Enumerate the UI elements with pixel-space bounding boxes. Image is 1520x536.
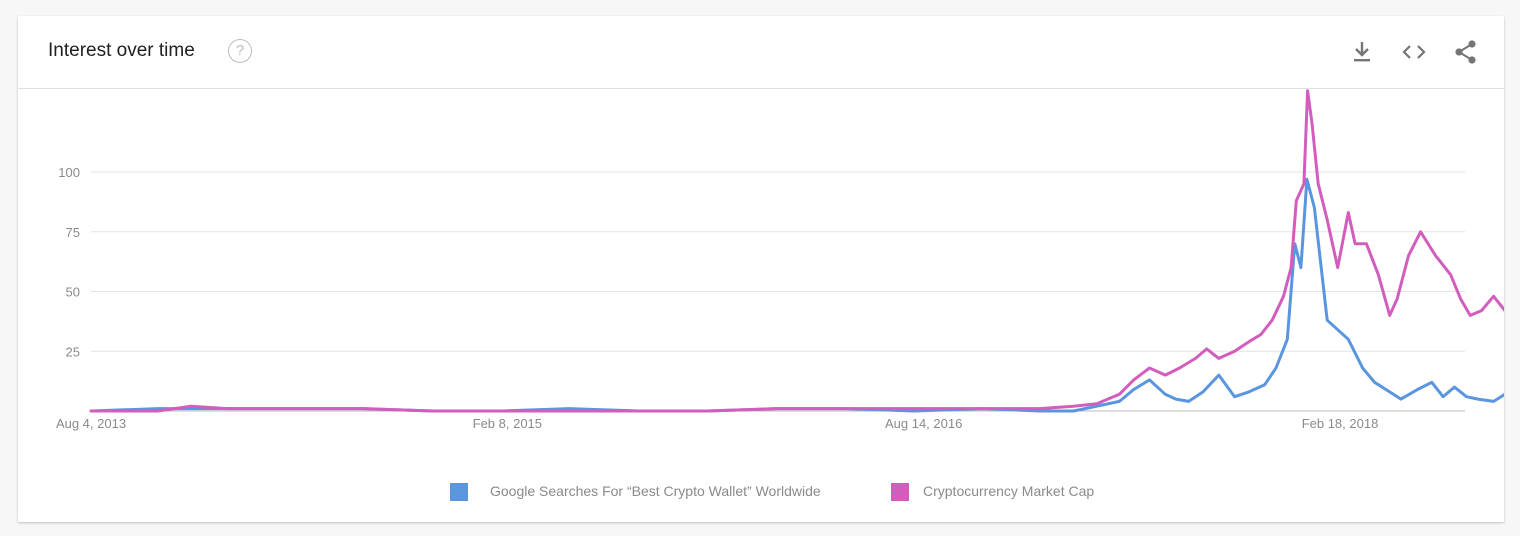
card-header: Interest over time ? — [18, 16, 1504, 89]
chart-legend: Google Searches For “Best Crypto Wallet”… — [18, 482, 1504, 506]
y-tick-label-100: 100 — [58, 165, 80, 180]
legend-item-series-1[interactable]: Google Searches For “Best Crypto Wallet”… — [450, 482, 860, 504]
series-line-1 — [89, 177, 1504, 413]
y-tick-label-50: 50 — [66, 285, 80, 300]
x-tick-label-2: Aug 14, 2016 — [885, 416, 962, 431]
line-chart: 100 75 50 25 Aug 4, 2013 Feb 8, 2015 Aug 14, 2… — [56, 89, 1504, 431]
legend-swatch-series-2 — [891, 483, 909, 501]
y-tick-label-25: 25 — [66, 344, 80, 359]
download-icon[interactable] — [1348, 38, 1376, 66]
share-icon[interactable] — [1452, 38, 1480, 66]
y-tick-label-75: 75 — [66, 225, 80, 240]
interest-over-time-card: Interest over time ? 100 75 5 — [18, 16, 1504, 522]
legend-swatch-series-1 — [450, 483, 468, 501]
card-title: Interest over time — [48, 40, 195, 61]
help-icon[interactable]: ? — [228, 39, 252, 63]
x-tick-label-0: Aug 4, 2013 — [56, 416, 126, 431]
x-tick-label-1: Feb 8, 2015 — [473, 416, 542, 431]
legend-item-series-2[interactable]: Cryptocurrency Market Cap — [891, 482, 1121, 504]
legend-label-series-2: Cryptocurrency Market Cap — [923, 483, 1095, 499]
series-line-2 — [89, 89, 1504, 413]
legend-label-series-1: Google Searches For “Best Crypto Wallet”… — [490, 483, 821, 499]
x-tick-label-3: Feb 18, 2018 — [1302, 416, 1379, 431]
embed-icon[interactable] — [1400, 38, 1428, 66]
